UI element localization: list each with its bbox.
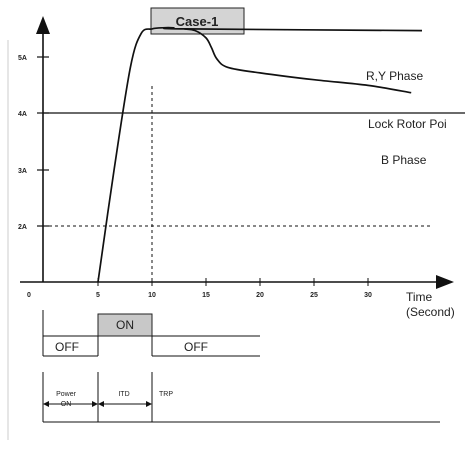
phase-label-on: ON <box>61 401 72 408</box>
timing-on-box <box>97 313 153 337</box>
y-tick-label-2A: 2A <box>18 224 27 231</box>
x-axis-label-line2: (Second) <box>406 305 455 319</box>
x-tick-label-30: 30 <box>364 292 372 299</box>
series-label-ry-phase: R,Y Phase <box>366 69 423 83</box>
chart-title: Case-1 <box>176 14 219 29</box>
timing-off2-label: OFF <box>184 340 208 354</box>
phase-arrowhead-power-right <box>92 401 98 407</box>
phase-arrowhead-itd-left <box>98 401 104 407</box>
phase-label-power: Power <box>56 391 77 398</box>
y-axis-arrow <box>36 16 50 34</box>
phase-label-trp: TRP <box>159 391 173 398</box>
x-tick-label-15: 15 <box>202 292 210 299</box>
phase-label-itd: ITD <box>118 391 129 398</box>
series-line-ry-phase <box>97 26 423 283</box>
phase-arrowhead-power-left <box>43 401 49 407</box>
y-tick-label-5A: 5A <box>18 55 27 62</box>
x-tick-label-20: 20 <box>256 292 264 299</box>
timing-off1-label: OFF <box>55 340 79 354</box>
timing-diagram: OFF ON OFF Power ON ITD TRP <box>42 310 440 423</box>
series-line-b-phase <box>184 28 412 94</box>
y-tick-label-4A: 4A <box>18 111 27 118</box>
lock-rotor-label: Lock Rotor Poi <box>368 117 447 131</box>
x-tick-label-10: 10 <box>148 292 156 299</box>
y-tick-label-3A: 3A <box>18 168 27 175</box>
x-tick-label-0: 0 <box>27 292 31 299</box>
x-tick-label-25: 25 <box>310 292 318 299</box>
phase-arrowhead-itd-right <box>146 401 152 407</box>
x-tick-label-5: 5 <box>96 292 100 299</box>
x-axis-arrow <box>436 275 454 289</box>
timing-on-label: ON <box>116 318 134 332</box>
x-axis-label-line1: Time <box>406 290 433 304</box>
series-label-b-phase: B Phase <box>381 153 427 167</box>
